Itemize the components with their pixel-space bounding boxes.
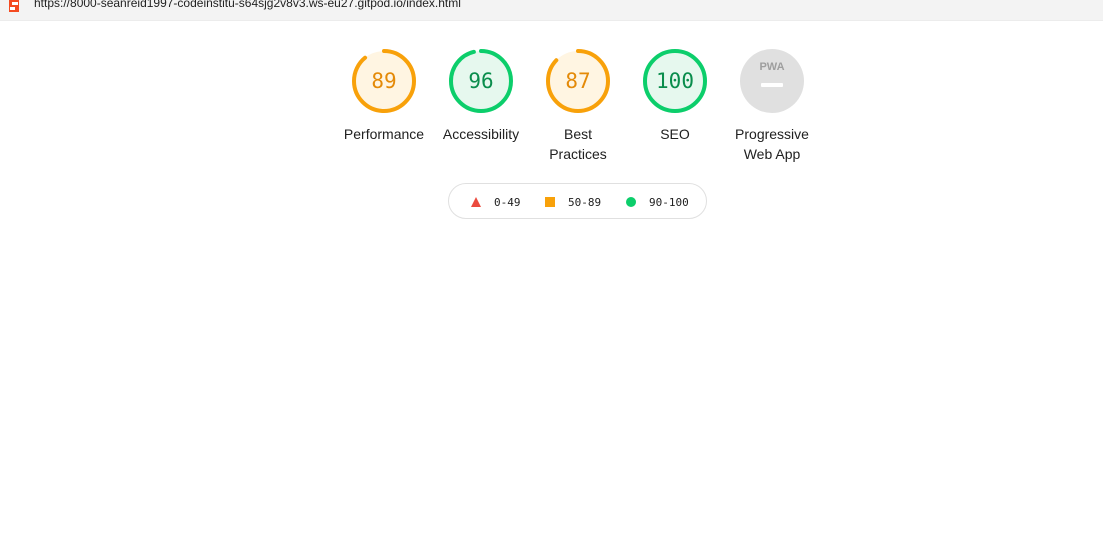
score-gauges: 89 Performance 96 Accessibility 87 Best … (0, 48, 1103, 168)
lighthouse-logo-icon (9, 0, 19, 12)
performance-label: Performance (343, 126, 425, 142)
page-url[interactable]: https://8000-seanreid1997-codeinstitu-s6… (34, 0, 461, 10)
best-practices-label-line1: Best (563, 126, 592, 142)
pwa-label-line2: Web App (743, 146, 801, 162)
legend-fail-range: 0-49 (494, 195, 521, 209)
performance-score: 89 (371, 69, 396, 93)
seo-score: 100 (656, 69, 694, 93)
gauge-seo[interactable]: 100 SEO (620, 48, 730, 144)
pwa-label-line1: Progressive (735, 126, 809, 142)
best-practices-score: 87 (565, 69, 590, 93)
accessibility-label: Accessibility (442, 126, 520, 142)
accessibility-gauge-icon: 96 (449, 49, 513, 113)
gauge-performance[interactable]: 89 Performance (329, 48, 439, 144)
triangle-icon (471, 197, 481, 207)
performance-gauge-icon: 89 (352, 49, 416, 113)
gauge-best-practices[interactable]: 87 Best Practices (523, 48, 633, 164)
accessibility-score: 96 (468, 69, 493, 93)
square-icon (545, 197, 555, 207)
pwa-badge-text: PWA (759, 61, 784, 73)
seo-label: SEO (660, 126, 690, 142)
gauge-accessibility[interactable]: 96 Accessibility (426, 48, 536, 144)
circle-icon (626, 197, 636, 207)
legend-pass: 90-100 (625, 195, 689, 209)
legend-average-range: 50-89 (568, 195, 602, 209)
seo-gauge-icon: 100 (643, 49, 707, 113)
legend-average: 50-89 (544, 195, 601, 209)
best-practices-label-line2: Practices (549, 146, 607, 162)
score-legend: 0-49 50-89 90-100 (448, 183, 707, 219)
legend-pass-range: 90-100 (649, 195, 689, 209)
pwa-badge-icon: PWA (740, 49, 804, 113)
browser-address-bar: https://8000-seanreid1997-codeinstitu-s6… (0, 0, 1103, 21)
best-practices-gauge-icon: 87 (546, 49, 610, 113)
gauge-pwa[interactable]: PWA Progressive Web App (717, 48, 827, 164)
legend-fail: 0-49 (470, 195, 521, 209)
